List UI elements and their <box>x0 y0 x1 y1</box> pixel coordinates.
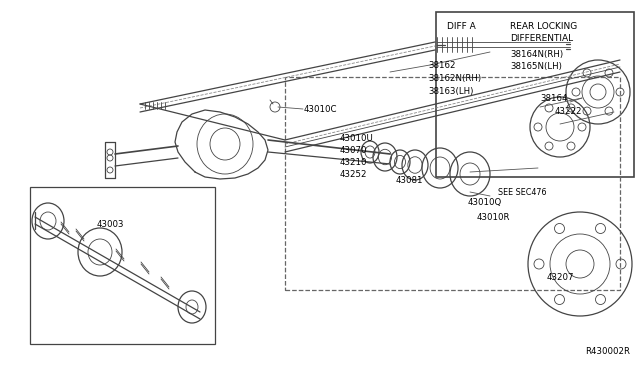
Text: 38165N(LH): 38165N(LH) <box>510 61 562 71</box>
Text: 43081: 43081 <box>396 176 424 185</box>
Bar <box>436 12 634 177</box>
Text: REAR LOCKING: REAR LOCKING <box>510 22 577 31</box>
Text: DIFF A: DIFF A <box>447 22 476 31</box>
Text: 43222: 43222 <box>555 106 582 115</box>
Text: 43003: 43003 <box>97 219 125 228</box>
Text: 43010U: 43010U <box>340 134 374 142</box>
Text: 38164N(RH): 38164N(RH) <box>510 49 563 58</box>
Text: SEE SEC476: SEE SEC476 <box>498 187 547 196</box>
Text: 43010R: 43010R <box>477 212 511 221</box>
Text: 43252: 43252 <box>340 170 367 179</box>
Text: 43210: 43210 <box>340 157 367 167</box>
Text: R430002R: R430002R <box>585 347 630 356</box>
Text: 38164: 38164 <box>540 93 568 103</box>
Text: 43207: 43207 <box>547 273 575 282</box>
Text: 38162: 38162 <box>428 61 456 70</box>
Text: DIFFERENTIAL: DIFFERENTIAL <box>510 33 573 42</box>
Text: 43010C: 43010C <box>304 105 337 113</box>
Text: 43070: 43070 <box>340 145 367 154</box>
Bar <box>285 77 620 290</box>
Text: 43010Q: 43010Q <box>468 198 502 206</box>
Bar <box>30 187 215 344</box>
Text: 38163(LH): 38163(LH) <box>428 87 474 96</box>
Text: 38162N(RH): 38162N(RH) <box>428 74 481 83</box>
